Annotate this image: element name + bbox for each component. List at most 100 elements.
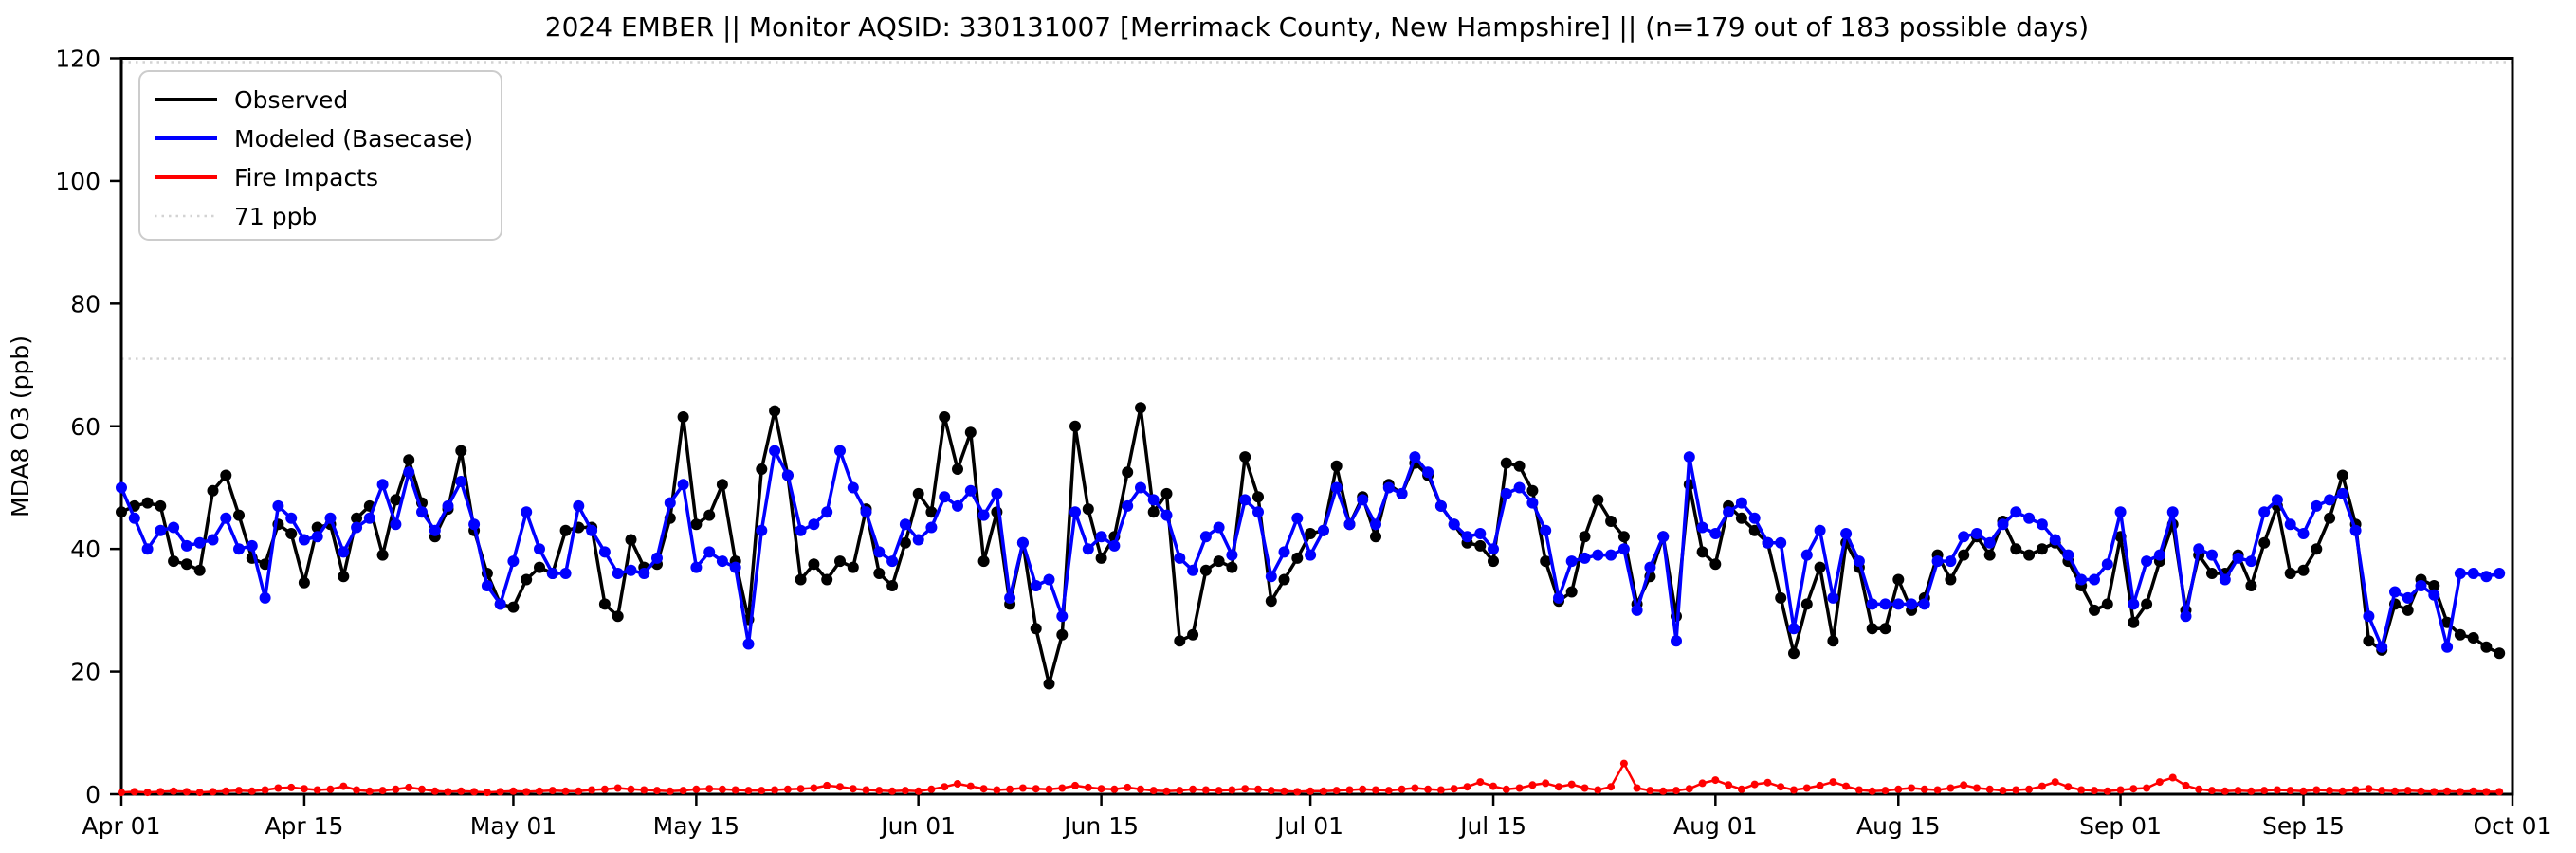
data-point <box>666 787 674 795</box>
data-point <box>1515 784 1524 792</box>
data-point <box>534 543 545 555</box>
data-point <box>1252 491 1264 503</box>
data-point <box>912 487 924 499</box>
data-point <box>1868 787 1876 795</box>
data-point <box>521 573 533 586</box>
data-point <box>287 783 296 791</box>
data-point <box>2482 788 2491 796</box>
data-point <box>455 476 467 487</box>
series-markers-observed <box>116 402 2506 690</box>
data-point <box>575 787 583 795</box>
data-point <box>1474 539 1487 552</box>
data-point <box>180 558 192 571</box>
data-point <box>2245 555 2257 568</box>
data-point <box>1617 543 1630 555</box>
data-point <box>1788 623 1800 635</box>
data-point <box>1945 555 1957 568</box>
data-point <box>1945 573 1957 586</box>
data-point <box>1384 787 1393 795</box>
data-point <box>1122 466 1134 479</box>
data-point <box>233 543 245 555</box>
data-point <box>991 487 1003 499</box>
data-point <box>627 785 635 793</box>
data-point <box>1359 785 1367 793</box>
data-point <box>1006 785 1014 793</box>
data-point <box>2456 788 2464 796</box>
data-point <box>2025 785 2034 793</box>
data-point <box>653 787 661 795</box>
data-point <box>1030 623 1042 635</box>
data-point <box>783 785 792 793</box>
data-point <box>2166 506 2179 518</box>
data-point <box>1931 555 1944 568</box>
data-point <box>1644 561 1656 573</box>
data-point <box>939 411 951 423</box>
data-point <box>758 787 766 795</box>
data-point <box>209 788 217 796</box>
data-point <box>925 521 938 534</box>
data-point <box>1488 555 1499 568</box>
data-point <box>692 785 701 793</box>
data-point <box>742 638 755 650</box>
data-point <box>2153 549 2165 561</box>
data-point <box>598 546 611 558</box>
data-point <box>1659 787 1668 795</box>
data-point <box>2430 788 2439 796</box>
x-tick-label: May 15 <box>653 812 740 840</box>
data-point <box>1526 497 1539 509</box>
data-point <box>2129 785 2138 793</box>
data-point <box>193 564 206 576</box>
y-tick-label: 20 <box>70 659 100 686</box>
data-point <box>2443 787 2452 795</box>
data-point <box>1201 786 1210 794</box>
data-point <box>2480 571 2493 583</box>
data-point <box>873 568 886 579</box>
data-point <box>716 555 728 568</box>
data-point <box>1004 591 1016 604</box>
data-point <box>1357 494 1369 506</box>
data-point <box>220 512 232 524</box>
data-point <box>403 466 415 479</box>
data-point <box>2064 783 2073 791</box>
data-point <box>1735 512 1747 524</box>
data-point <box>155 499 167 512</box>
data-point <box>1540 524 1552 536</box>
data-point <box>1239 494 1251 506</box>
data-point <box>1069 506 1081 518</box>
data-point <box>2363 610 2375 623</box>
data-point <box>573 499 585 512</box>
data-point <box>1840 528 1853 539</box>
data-point <box>468 518 481 531</box>
data-point <box>2089 604 2100 616</box>
y-tick-label: 40 <box>70 535 100 563</box>
data-point <box>1542 779 1550 788</box>
data-point <box>2258 536 2271 549</box>
data-point <box>455 445 467 457</box>
data-point <box>2206 568 2218 579</box>
data-point <box>2103 787 2111 795</box>
data-point <box>1124 783 1132 791</box>
data-point <box>1097 785 1105 793</box>
series-line-modeled-basecase <box>119 448 2501 649</box>
data-point <box>2023 512 2036 524</box>
data-point <box>130 788 138 796</box>
data-point <box>966 782 975 790</box>
data-point <box>625 534 637 546</box>
data-point <box>298 534 310 546</box>
legend-box <box>138 70 502 241</box>
data-point <box>222 787 230 795</box>
x-tick-label: Aug 01 <box>1673 812 1758 840</box>
data-point <box>2182 781 2190 789</box>
data-point <box>193 536 206 549</box>
data-point <box>847 561 859 573</box>
data-point <box>247 787 256 795</box>
data-point <box>116 481 127 494</box>
data-point <box>233 509 245 521</box>
data-point <box>834 445 846 457</box>
data-point <box>1084 783 1092 791</box>
data-point <box>1579 531 1591 543</box>
x-tick-label: Apr 01 <box>82 812 160 840</box>
data-point <box>1213 521 1225 534</box>
x-tick-label: Sep 15 <box>2262 812 2345 840</box>
data-point <box>2208 787 2216 795</box>
